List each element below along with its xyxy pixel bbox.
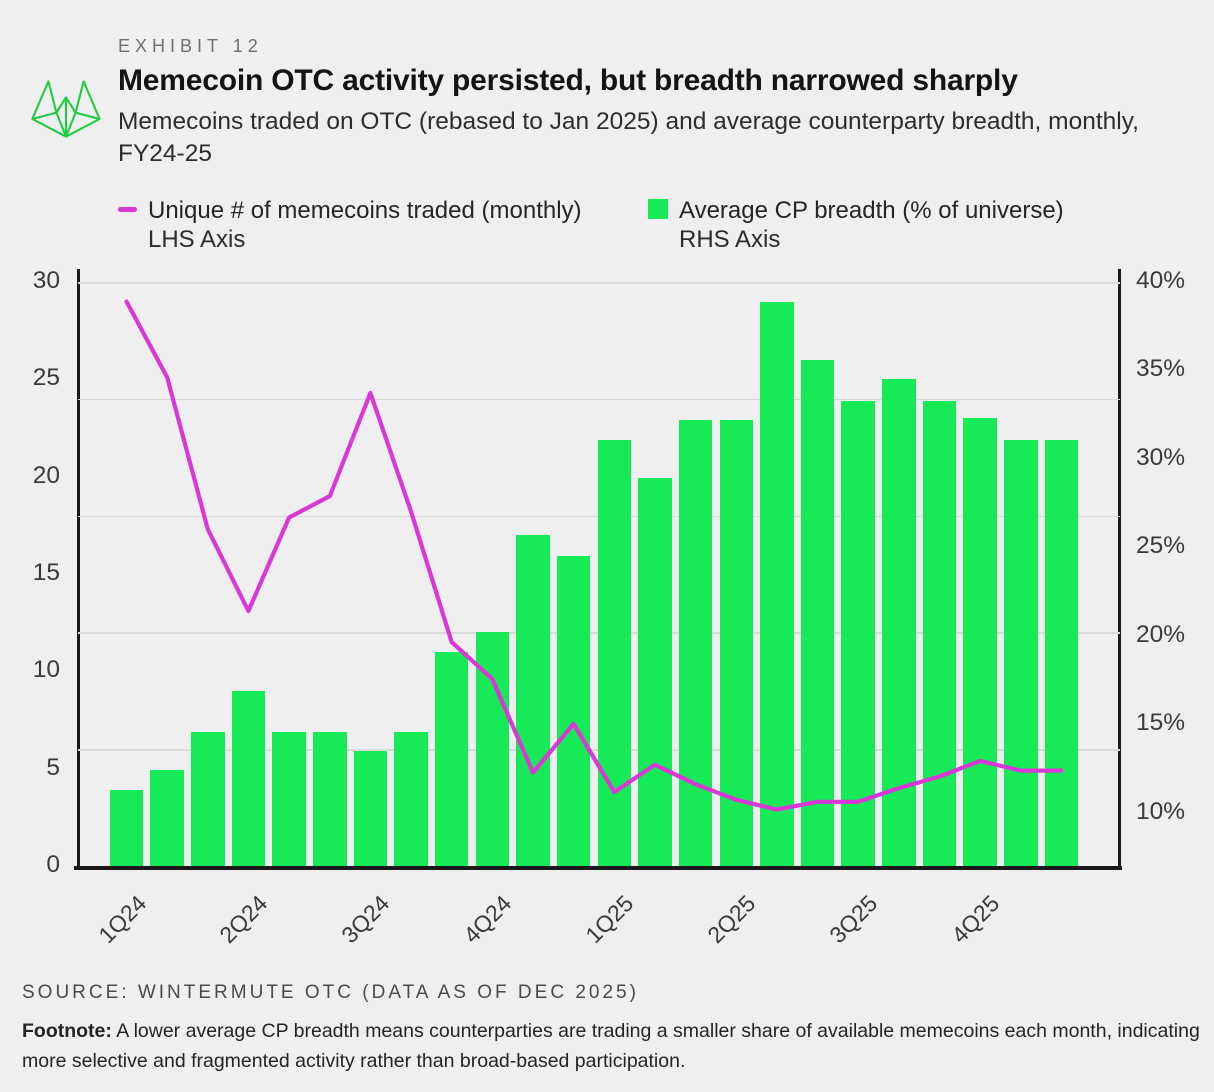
page-subtitle: Memecoins traded on OTC (rebased to Jan …: [118, 108, 1139, 168]
bar-month-5: [272, 731, 306, 866]
rhs-tick-label: 20%: [1136, 620, 1186, 648]
x-tick-label: 2Q24: [214, 890, 273, 949]
bar-month-13: [597, 439, 632, 866]
legend-bar-sublabel: RHS Axis: [679, 226, 781, 254]
gridline: [78, 398, 1120, 401]
lhs-tick-label: 15: [32, 559, 60, 586]
lhs-tick-label: 20: [32, 461, 60, 489]
logo-right-fold: [65, 118, 101, 138]
legend-bar-label: Average CP breadth (% of universe): [679, 197, 1064, 224]
bar-month-14: [638, 478, 672, 866]
bar-month-23: [1004, 439, 1038, 866]
bar-month-16: [719, 420, 753, 866]
bar-month-7: [353, 751, 388, 866]
rhs-tick-label: 40%: [1136, 267, 1186, 294]
bar-month-17: [760, 301, 794, 866]
logo-center-kite: [55, 96, 77, 138]
plot-area: [78, 282, 1120, 866]
x-tick-label: 3Q24: [336, 890, 395, 949]
legend-line-sublabel: LHS Axis: [148, 226, 246, 254]
lhs-tick-label: 25: [32, 364, 60, 392]
bar-month-18: [800, 359, 835, 866]
x-axis-spine: [74, 866, 1122, 870]
bar-month-19: [841, 400, 875, 866]
bar-month-9: [434, 651, 469, 866]
footnote: Footnote: A lower average CP breadth mea…: [22, 1016, 1202, 1076]
rhs-axis-spine: [1117, 269, 1121, 870]
lhs-tick-label: 10: [32, 656, 60, 684]
bar-month-21: [922, 400, 957, 866]
x-tick-label: 3Q25: [824, 890, 883, 949]
footnote-label: Footnote:: [22, 1020, 112, 1042]
bar-month-4: [231, 690, 266, 866]
source-line: SOURCE: WINTERMUTE OTC (DATA AS OF DEC 2…: [22, 982, 639, 1003]
bar-month-6: [313, 731, 347, 866]
legend-item-bar: Average CP breadth (% of universe) RHS A…: [648, 196, 1064, 255]
lhs-tick-label: 5: [46, 753, 60, 781]
gridline: [78, 282, 1120, 284]
x-tick-label: 1Q24: [92, 890, 151, 949]
lhs-axis-spine: [76, 269, 80, 870]
footnote-text: A lower average CP breadth means counter…: [22, 1020, 1200, 1073]
x-tick-label: 1Q25: [580, 890, 639, 949]
trend-line: [124, 299, 1064, 812]
lhs-tick-label: 30: [32, 267, 60, 294]
bar-series-swatch-icon: [648, 199, 668, 219]
bar-month-11: [516, 535, 550, 866]
exhibit-label: EXHIBIT 12: [118, 36, 263, 56]
rhs-tick-label: 15%: [1136, 709, 1186, 737]
page-title: Memecoin OTC activity persisted, but bre…: [118, 64, 1018, 97]
x-tick-label: 4Q25: [946, 890, 1005, 949]
bar-month-8: [394, 731, 428, 866]
rhs-tick-label: 35%: [1136, 355, 1186, 383]
rhs-tick-label: 10%: [1136, 797, 1186, 825]
logo-left-wing: [31, 80, 58, 121]
bar-month-24: [1044, 439, 1079, 866]
x-tick-label: 2Q25: [702, 890, 761, 949]
bar-month-15: [678, 420, 713, 866]
line-series-swatch-icon: [118, 207, 137, 212]
legend-line-label: Unique # of memecoins traded (monthly): [148, 197, 582, 224]
rhs-tick-label: 25%: [1136, 532, 1186, 560]
lhs-tick-label: 0: [46, 851, 60, 878]
bar-month-2: [150, 770, 184, 866]
logo-left-fold: [31, 118, 67, 138]
wintermute-logo: [31, 80, 101, 138]
bar-month-22: [963, 418, 997, 866]
line-series-svg: [124, 299, 1064, 812]
legend-item-line: Unique # of memecoins traded (monthly) L…: [118, 196, 582, 255]
logo-right-wing: [74, 80, 101, 121]
bar-month-1: [109, 789, 144, 866]
rhs-tick-label: 30%: [1136, 443, 1186, 471]
bar-month-3: [191, 731, 225, 866]
bar-month-12: [556, 556, 591, 866]
x-tick-label: 4Q24: [458, 890, 517, 949]
